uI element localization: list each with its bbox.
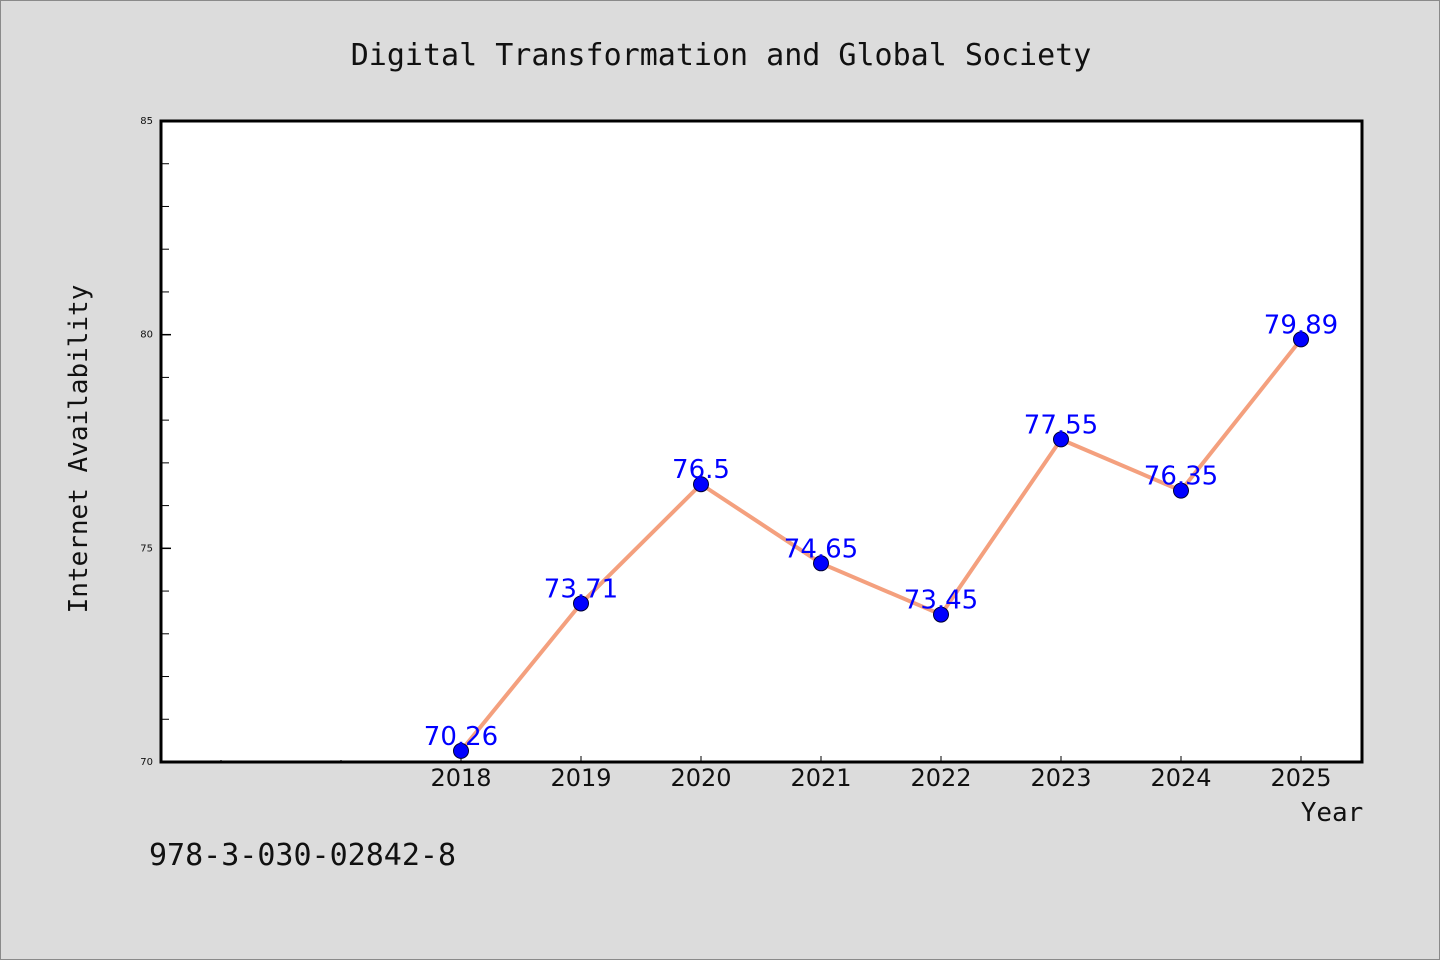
y-tick-label: 75 (140, 543, 153, 554)
x-tick-label: 2023 (1030, 764, 1091, 792)
data-markers (453, 331, 1309, 759)
chart-title: Digital Transformation and Global Societ… (351, 38, 1092, 73)
x-tick-label: 2021 (790, 764, 851, 792)
x-axis-ticks: 2018 2019 2020 2021 2022 2023 2024 2025 (430, 756, 1332, 792)
x-tick-label: 2022 (910, 764, 971, 792)
data-point (1173, 482, 1189, 499)
y-tick-label: 70 (140, 757, 153, 768)
series-line-group (459, 337, 1303, 753)
x-axis-label: Year (1301, 798, 1364, 828)
x-tick-label: 2019 (550, 764, 611, 792)
data-point (1053, 431, 1069, 448)
data-label: 76.5 (672, 455, 730, 485)
x-tick-label: 2020 (670, 764, 731, 792)
data-point (693, 476, 709, 493)
data-label: 70.26 (424, 722, 498, 752)
data-point (813, 555, 829, 572)
data-label: 74.65 (784, 534, 858, 564)
y-tick-label: 80 (140, 330, 153, 341)
data-labels: 70.26 73.71 76.5 74.65 73.45 77.55 76.35 79.89 (424, 310, 1338, 752)
y-axis-label: Internet Availability (64, 285, 94, 614)
data-label: 77.55 (1024, 410, 1098, 440)
data-label: 73.71 (544, 574, 618, 604)
series-line (459, 337, 1303, 753)
x-tick-label: 2025 (1270, 764, 1331, 792)
data-point (933, 606, 949, 623)
data-point (1293, 331, 1309, 348)
x-tick-label: 2018 (430, 764, 491, 792)
data-label: 76.35 (1144, 462, 1218, 492)
data-point (573, 595, 589, 612)
data-label: 73.45 (904, 586, 978, 616)
plot-area (161, 121, 1362, 762)
y-tick-label: 85 (140, 116, 153, 127)
isbn-footer: 978-3-030-02842-8 (149, 838, 456, 873)
data-point (453, 742, 469, 759)
x-tick-label: 2024 (1150, 764, 1211, 792)
data-label: 79.89 (1264, 310, 1338, 340)
plot-frame (159, 119, 1364, 764)
